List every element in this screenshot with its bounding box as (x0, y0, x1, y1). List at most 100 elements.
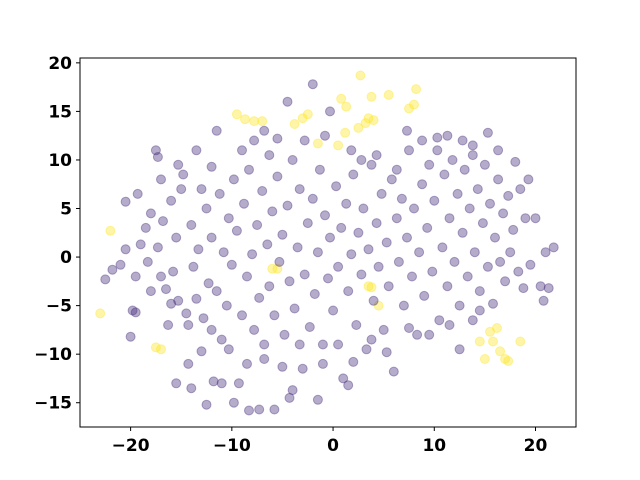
scatter-point (333, 339, 344, 350)
scatter-point (267, 206, 278, 217)
x-tick-label: 20 (524, 436, 548, 456)
scatter-point (231, 225, 242, 236)
scatter-point (381, 237, 392, 248)
scatter-point (307, 79, 318, 90)
y-axis-ticks: −15 −10 −5 0 5 10 15 20 (34, 54, 80, 414)
y-tick-label: 20 (48, 54, 72, 74)
scatter-point (171, 378, 182, 389)
scatter-point (211, 286, 222, 297)
scatter-point (115, 259, 126, 270)
scatter-point (304, 322, 315, 332)
scatter-point (191, 293, 202, 304)
scatter-point (419, 290, 430, 301)
scatter-point (381, 347, 392, 358)
scatter-point (259, 125, 270, 136)
scatter-point (353, 122, 364, 133)
scatter-point (320, 130, 330, 141)
scatter-point (493, 145, 504, 156)
scatter-point (135, 239, 146, 250)
scatter-point (515, 184, 526, 195)
scatter-point (186, 383, 197, 394)
scatter-point (269, 310, 280, 321)
scatter-point (388, 366, 399, 377)
scatter-point (442, 281, 453, 292)
scatter-point (457, 227, 468, 238)
scatter-point (247, 249, 258, 260)
scatter-point (383, 281, 394, 292)
scatter-point (328, 305, 339, 316)
scatter-point (485, 326, 495, 337)
scatter-point (376, 188, 387, 199)
scatter-point (282, 96, 293, 107)
scatter-point (336, 93, 347, 104)
scatter-point (152, 152, 163, 162)
scatter-point (454, 344, 465, 355)
scatter-point (404, 323, 414, 333)
scatter-point (223, 213, 234, 224)
scatter-point (368, 295, 379, 306)
scatter-point (373, 261, 384, 272)
scatter-point (467, 150, 478, 161)
scatter-point (520, 213, 531, 224)
scatter-point (252, 220, 263, 230)
scatter-point (535, 281, 546, 292)
scatter-point (437, 242, 448, 253)
scatter-point (492, 323, 502, 333)
scatter-point (100, 274, 111, 285)
scatter-point (173, 159, 184, 170)
scatter-point (269, 404, 280, 415)
scatter-point (120, 244, 131, 255)
scatter-point (120, 196, 131, 207)
scatter-point (462, 271, 473, 282)
scatter-point (355, 70, 366, 81)
scatter-point (348, 356, 359, 367)
scatter-point (391, 213, 402, 224)
scatter-point (474, 286, 485, 297)
scatter-point (240, 114, 250, 125)
scatter-point (414, 247, 425, 258)
scatter-point (396, 193, 407, 204)
scatter-point (274, 256, 285, 267)
scatter-point (482, 261, 493, 272)
scatter-point (366, 282, 377, 293)
scatter-point (343, 286, 354, 297)
scatter-point (156, 344, 166, 355)
scatter-point (538, 295, 549, 306)
y-tick-label: −10 (34, 345, 72, 365)
scatter-point (216, 378, 227, 389)
scatter-point (277, 361, 288, 372)
scatter-point (449, 256, 460, 267)
scatter-point (242, 271, 252, 282)
scatter-point (351, 320, 362, 330)
scatter-point (371, 218, 382, 229)
scatter-point (166, 195, 177, 206)
scatter-point (409, 203, 419, 214)
scatter-point (500, 276, 511, 287)
scatter-point (346, 249, 357, 260)
scatter-point (259, 339, 270, 350)
scatter-point (363, 281, 374, 292)
scatter-point (272, 133, 283, 144)
x-axis-ticks: −20 −10 0 10 20 (112, 427, 548, 456)
scatter-point (259, 354, 270, 364)
scatter-point (294, 339, 305, 350)
scatter-point (442, 130, 453, 141)
scatter-point (176, 184, 187, 195)
scatter-point (503, 356, 514, 366)
scatter-point (193, 244, 204, 255)
scatter-point (378, 324, 389, 335)
scatter-point (223, 344, 234, 355)
scatter-point (353, 227, 364, 238)
scatter-point (340, 127, 351, 138)
scatter-point (513, 266, 524, 277)
scatter-point (156, 271, 166, 282)
scatter-point (183, 320, 194, 330)
scatter-point (412, 329, 423, 340)
scatter-point (299, 269, 310, 280)
scatter-point (336, 222, 347, 233)
scatter-point (404, 145, 414, 156)
scatter-point (407, 271, 417, 282)
scatter-point (459, 164, 470, 175)
scatter-point (272, 263, 283, 274)
scatter-point (150, 342, 161, 353)
